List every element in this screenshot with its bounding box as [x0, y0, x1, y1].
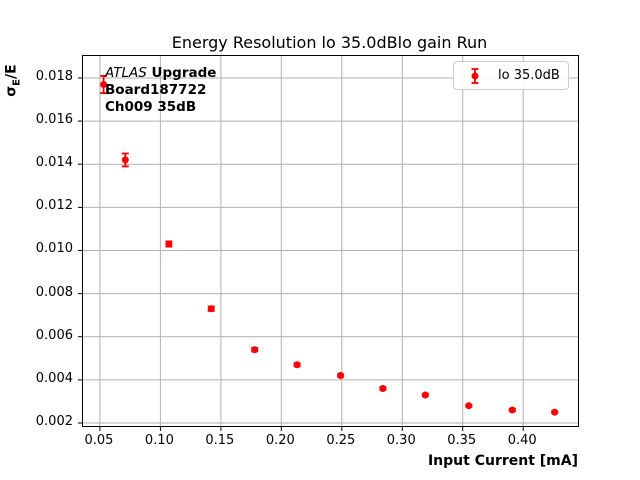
x-tick-label: 0.35: [447, 433, 477, 448]
x-tick-label: 0.05: [84, 433, 114, 448]
x-tick-label: 0.20: [265, 433, 295, 448]
y-tick-label: 0.018: [35, 68, 73, 84]
y-tick-label: 0.004: [35, 370, 73, 386]
annotation-line-3: Ch009 35dB: [105, 99, 197, 115]
annotation-line-1: ATLAS Upgrade: [105, 65, 216, 82]
x-axis-label: Input Current [mA]: [427, 453, 578, 469]
x-tick-label: 0.40: [507, 433, 537, 448]
upgrade-text: Upgrade: [146, 65, 217, 81]
legend-entry-label: lo 35.0dB: [498, 68, 560, 83]
x-tick-label: 0.15: [205, 433, 235, 448]
y-tick-label: 0.014: [35, 155, 73, 171]
y-tick-label: 0.012: [35, 198, 73, 214]
y-tick-label: 0.016: [35, 112, 73, 128]
y-tick-label: 0.008: [35, 284, 73, 300]
y-tick-label: 0.010: [35, 241, 73, 257]
annotation-line-2: Board187722: [105, 82, 207, 98]
y-tick-label: 0.002: [35, 413, 73, 429]
legend-errorbar-icon: [471, 67, 479, 84]
atlas-text: ATLAS: [105, 65, 147, 81]
x-tick-label: 0.30: [386, 433, 416, 448]
chart-canvas: [78, 56, 578, 431]
chart-title: Energy Resolution lo 35.0dBlo gain Run: [171, 33, 488, 52]
legend-box: lo 35.0dB: [453, 61, 569, 90]
x-tick-label: 0.25: [326, 433, 356, 448]
atlas-annotation: ATLAS Upgrade Board187722 Ch009 35dB: [105, 65, 216, 116]
x-tick-label: 0.10: [144, 433, 174, 448]
sigma-symbol: σ: [3, 85, 20, 97]
plot-area: ATLAS Upgrade Board187722 Ch009 35dB lo …: [78, 55, 579, 431]
y-axis-label: σE/E: [3, 55, 23, 107]
y-tick-label: 0.006: [35, 327, 73, 343]
ylabel-rest: /E: [3, 64, 20, 79]
sigma-subscript: E: [11, 78, 23, 86]
